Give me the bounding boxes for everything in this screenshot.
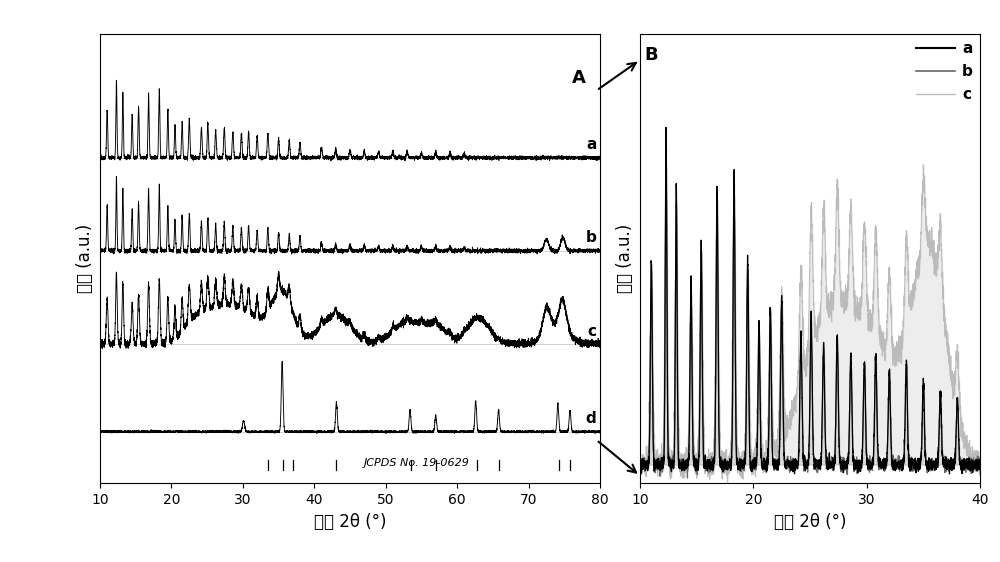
Text: B: B [645,46,658,64]
Text: d: d [586,411,596,427]
Text: a: a [586,138,596,152]
Text: JCPDS No. 19-0629: JCPDS No. 19-0629 [364,458,470,468]
Y-axis label: 强度 (a.u.): 强度 (a.u.) [76,224,94,293]
Text: A: A [572,69,586,87]
Legend: a, b, c: a, b, c [916,40,973,102]
Text: c: c [587,324,596,338]
Y-axis label: 强度 (a.u.): 强度 (a.u.) [616,224,634,293]
X-axis label: 角度 2θ (°): 角度 2θ (°) [774,513,846,531]
Text: b: b [586,230,596,246]
X-axis label: 角度 2θ (°): 角度 2θ (°) [314,513,386,531]
